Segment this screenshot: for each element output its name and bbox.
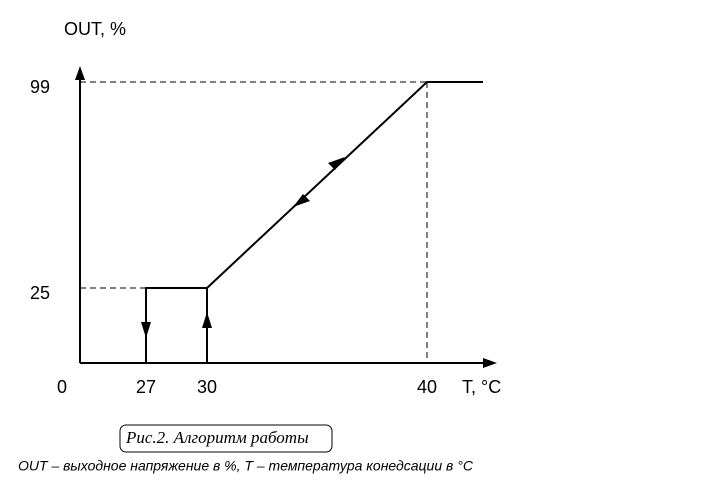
ramp: [206, 81, 483, 289]
x-tick-label: 27: [136, 377, 156, 397]
y-tick-label: 99: [30, 77, 50, 97]
y-axis-arrow: [75, 66, 85, 80]
x-tick-label: 40: [417, 377, 437, 397]
x-axis-label: T, °C: [462, 377, 501, 397]
caption-box: [119, 424, 333, 453]
caption: Рис.2. Алгоритм работы: [125, 428, 309, 447]
y-axis-label: OUT, %: [64, 19, 126, 39]
x-tick-label: 0: [57, 377, 67, 397]
arrow-up: [202, 312, 212, 328]
arrow-up-right: [328, 157, 345, 170]
y-tick-label: 25: [30, 283, 50, 303]
x-tick-label: 30: [197, 377, 217, 397]
note: OUT – выходное напряжение в %, T – темпе…: [18, 458, 474, 474]
x-axis-arrow: [483, 358, 497, 368]
arrow-down: [141, 322, 151, 338]
arrow-down-left: [293, 194, 310, 207]
